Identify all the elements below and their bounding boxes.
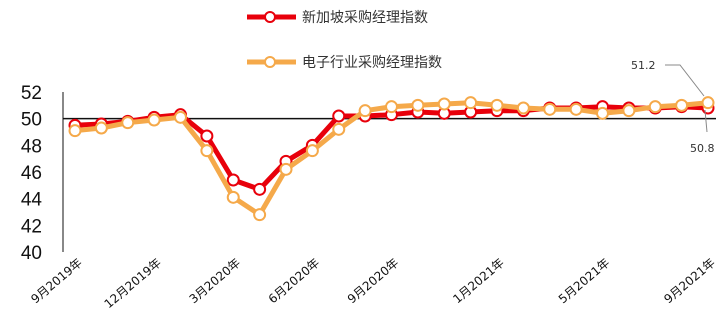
y-tick-label: 42	[21, 216, 42, 237]
legend-marker-singapore-pmi	[264, 11, 276, 23]
data-point	[94, 121, 108, 135]
legend-item-singapore-pmi: 新加坡采购经理指数	[247, 10, 428, 26]
legend-label-singapore-pmi: 新加坡采购经理指数	[302, 10, 428, 26]
x-tick-label: 9月2021年	[661, 256, 718, 307]
x-tick-label: 9月2020年	[345, 256, 402, 307]
y-tick-label: 40	[21, 243, 42, 264]
y-tick-label: 44	[21, 190, 43, 211]
x-tick-label: 1月2021年	[450, 256, 507, 307]
data-point	[147, 113, 161, 127]
data-point	[701, 96, 715, 110]
callout-label-upper: 51.2	[631, 59, 656, 72]
legend-item-electronics-pmi: 电子行业采购经理指数	[247, 55, 442, 71]
data-point	[279, 162, 293, 176]
data-point	[305, 144, 319, 158]
data-point	[569, 102, 583, 116]
series-layer	[68, 96, 715, 222]
data-point	[437, 97, 451, 111]
data-point	[253, 208, 267, 222]
x-tick-label: 5月2021年	[556, 256, 613, 307]
callout-label-lower: 50.8	[690, 142, 715, 155]
y-axis: 52 50 48 46 44 42 40	[21, 83, 64, 264]
x-tick-labels: 9月2019年 12月2019年 3月2020年 6月2020年 9月2020年 1月20…	[28, 256, 718, 312]
data-point	[358, 104, 372, 118]
data-point	[200, 129, 214, 143]
y-tick-label: 52	[21, 83, 42, 104]
data-point	[68, 124, 82, 138]
data-point	[516, 101, 530, 115]
y-tick-label: 46	[21, 163, 42, 184]
data-point	[121, 116, 135, 130]
x-tick-label: 12月2019年	[102, 256, 164, 312]
data-point	[464, 96, 478, 110]
data-point	[332, 122, 346, 136]
legend-marker-electronics-pmi	[264, 56, 276, 68]
callout-leader-lower	[704, 109, 708, 133]
series-electronics-pmi	[68, 96, 715, 222]
legend: 新加坡采购经理指数 电子行业采购经理指数	[247, 10, 442, 71]
data-point	[332, 109, 346, 123]
data-point	[411, 98, 425, 112]
y-tick-labels: 52 50 48 46 44 42 40	[21, 83, 43, 264]
legend-label-electronics-pmi: 电子行业采购经理指数	[302, 55, 442, 71]
data-point	[253, 182, 267, 196]
x-tick-label: 6月2020年	[266, 256, 323, 307]
x-tick-label: 3月2020年	[187, 256, 244, 307]
y-tick-label: 48	[21, 136, 42, 157]
data-point	[675, 98, 689, 112]
data-point	[385, 100, 398, 114]
data-point	[490, 98, 504, 112]
data-point	[622, 104, 636, 118]
data-point	[226, 190, 240, 204]
data-point	[174, 110, 187, 124]
data-point	[596, 106, 609, 120]
data-point	[648, 100, 662, 114]
callout-leader-upper	[665, 64, 705, 97]
series-singapore-pmi	[68, 100, 715, 196]
data-point	[226, 173, 240, 187]
data-point	[200, 144, 214, 158]
data-point	[543, 102, 557, 116]
callouts: 51.2 50.8	[631, 59, 715, 155]
y-tick-label: 50	[21, 110, 42, 131]
